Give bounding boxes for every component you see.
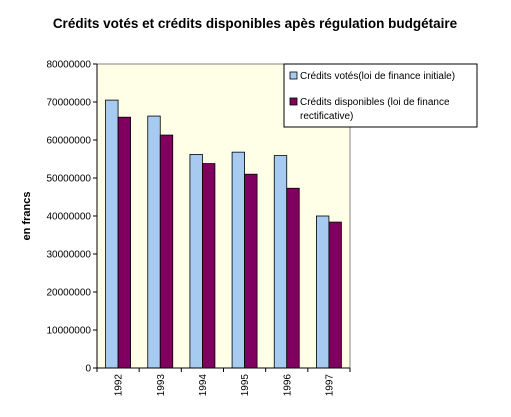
y-axis: 0 10000000 20000000 30000000 40000000 5000000…	[47, 60, 98, 375]
bar-credits-votes-1997	[316, 215, 330, 369]
legend-label-credits-disponibles-line2: rectificative)	[300, 111, 353, 122]
bar-credits-votes-1992	[105, 99, 119, 369]
y-tick-label: 20000000	[47, 288, 92, 299]
bar-credits-disponibles-1996	[286, 187, 300, 369]
y-tick-label: 70000000	[47, 98, 92, 109]
y-tick-label: 60000000	[47, 136, 92, 147]
y-tick-label: 50000000	[47, 174, 92, 185]
y-tick-label: 80000000	[47, 60, 92, 71]
bar-credits-disponibles-1993	[159, 134, 174, 369]
bars-group	[105, 99, 342, 369]
legend-label-credits-disponibles-line1: Crédits disponibles (loi de finance	[300, 97, 450, 108]
legend-box	[283, 63, 478, 128]
x-axis: 1992 1993 1994 1995 1996 1997	[96, 367, 351, 397]
legend-swatch-credits-votes	[289, 71, 298, 80]
bar-credits-votes-1995	[231, 151, 245, 369]
bar-credits-votes-1994	[189, 154, 203, 369]
bar-credits-disponibles-1997	[328, 221, 342, 369]
legend: Crédits votés(loi de finance initiale) C…	[283, 63, 478, 128]
y-tick-label: 40000000	[47, 212, 92, 223]
bar-credits-disponibles-1992	[117, 116, 131, 369]
x-tick-label-1995: 1995	[240, 374, 251, 397]
x-tick-label-1996: 1996	[282, 374, 293, 397]
chart-title: Crédits votés et crédits disponibles apè…	[53, 16, 458, 31]
bar-credits-votes-1996	[273, 155, 288, 369]
bar-credits-disponibles-1995	[244, 173, 258, 369]
y-tick-label: 30000000	[47, 250, 92, 261]
y-tick-label: 10000000	[47, 326, 92, 337]
x-tick-label-1992: 1992	[114, 374, 125, 397]
y-axis-label: en francs	[21, 192, 33, 241]
bar-credits-disponibles-1994	[202, 163, 216, 369]
bar-credits-votes-1993	[147, 115, 161, 369]
legend-label-credits-votes: Crédits votés(loi de finance initiale)	[300, 71, 455, 82]
x-tick-label-1993: 1993	[156, 374, 167, 397]
x-tick-label-1997: 1997	[324, 374, 335, 397]
y-tick-label: 0	[85, 364, 91, 375]
legend-swatch-credits-disponibles	[289, 97, 298, 106]
x-tick-label-1994: 1994	[198, 374, 209, 397]
